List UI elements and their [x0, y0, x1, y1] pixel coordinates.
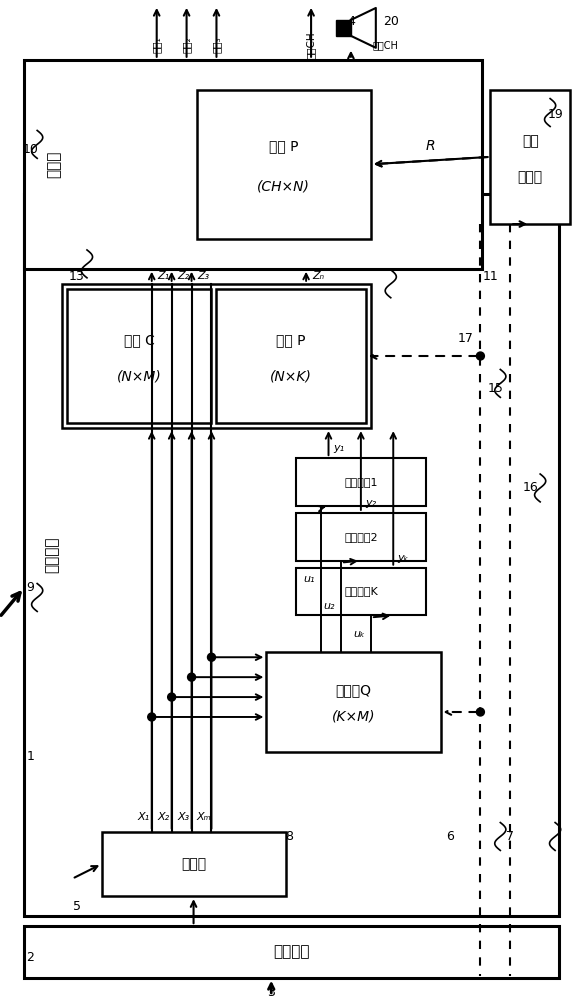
Text: 输出₂: 输出₂	[182, 36, 192, 53]
Text: u₂: u₂	[323, 601, 335, 611]
Text: X₃: X₃	[178, 812, 189, 822]
Text: 20: 20	[383, 15, 399, 28]
Text: 8: 8	[285, 830, 293, 843]
Polygon shape	[336, 20, 351, 36]
Bar	[62, 284, 371, 428]
Text: 15: 15	[487, 382, 503, 395]
Text: y₁: y₁	[333, 443, 344, 453]
Text: 解相关器1: 解相关器1	[344, 477, 378, 487]
Text: 10: 10	[22, 143, 38, 156]
Text: u₁: u₁	[303, 574, 315, 584]
Circle shape	[148, 713, 156, 721]
Text: 渲染器: 渲染器	[46, 151, 62, 178]
Text: Z₁: Z₁	[157, 271, 170, 281]
Bar	[296, 568, 426, 615]
Text: 17: 17	[457, 332, 474, 345]
Text: 1: 1	[26, 750, 34, 763]
Text: (CH×N): (CH×N)	[257, 180, 310, 194]
Bar	[490, 90, 570, 224]
Text: 19: 19	[547, 108, 563, 121]
Circle shape	[168, 693, 175, 701]
Text: X₂: X₂	[157, 812, 170, 822]
Bar	[296, 458, 426, 506]
Text: 4: 4	[347, 15, 355, 28]
Text: Zₙ: Zₙ	[312, 271, 324, 281]
Circle shape	[476, 708, 485, 716]
Text: 6: 6	[447, 830, 454, 843]
Text: 解复用器: 解复用器	[274, 944, 310, 959]
Text: Z₃: Z₃	[198, 271, 210, 281]
Text: (N×M): (N×M)	[117, 369, 162, 383]
Polygon shape	[351, 8, 376, 48]
Text: 重建模块: 重建模块	[45, 537, 60, 573]
Text: 输出₃: 输出₃	[211, 36, 221, 53]
Text: 解相关器2: 解相关器2	[344, 532, 378, 542]
Text: 解相关器K: 解相关器K	[344, 587, 378, 597]
Circle shape	[207, 653, 216, 661]
Bar	[24, 926, 559, 978]
Text: (N×K): (N×K)	[270, 369, 312, 383]
Text: 9: 9	[26, 581, 34, 594]
Circle shape	[476, 352, 485, 360]
Text: uₖ: uₖ	[353, 629, 365, 639]
Text: 矩阵: 矩阵	[522, 134, 539, 148]
Bar	[102, 832, 286, 896]
Text: 11: 11	[482, 270, 498, 283]
Text: 变换 C: 变换 C	[124, 333, 155, 347]
Text: 解码器: 解码器	[181, 857, 207, 871]
Text: yₖ: yₖ	[397, 553, 409, 563]
Text: R: R	[426, 139, 435, 153]
Text: 3: 3	[267, 986, 275, 999]
Text: 輸出CH: 輸出CH	[373, 40, 399, 50]
Text: (K×M): (K×M)	[332, 710, 375, 724]
Text: 2: 2	[26, 951, 34, 964]
Text: 7: 7	[506, 830, 514, 843]
Bar	[196, 90, 371, 239]
Text: 变换 P: 变换 P	[277, 333, 306, 347]
Circle shape	[188, 673, 196, 681]
Text: 16: 16	[522, 481, 538, 494]
Text: 5: 5	[73, 900, 81, 913]
Bar	[24, 60, 482, 269]
Text: y₂: y₂	[365, 498, 376, 508]
Bar	[24, 194, 559, 916]
Text: Xₘ: Xₘ	[196, 812, 211, 822]
Text: 变换 P: 变换 P	[269, 139, 299, 153]
Text: X₁: X₁	[138, 812, 150, 822]
Text: 输出₁: 输出₁	[152, 36, 162, 53]
Bar	[296, 513, 426, 561]
Text: 输出CH: 输出CH	[306, 31, 316, 59]
Text: Z₂: Z₂	[178, 271, 189, 281]
Bar	[67, 289, 211, 423]
Text: 生成器: 生成器	[518, 170, 543, 184]
Bar	[217, 289, 366, 423]
Bar	[266, 652, 440, 752]
Text: 预矩阵Q: 预矩阵Q	[335, 683, 371, 697]
Text: 13: 13	[69, 270, 85, 283]
